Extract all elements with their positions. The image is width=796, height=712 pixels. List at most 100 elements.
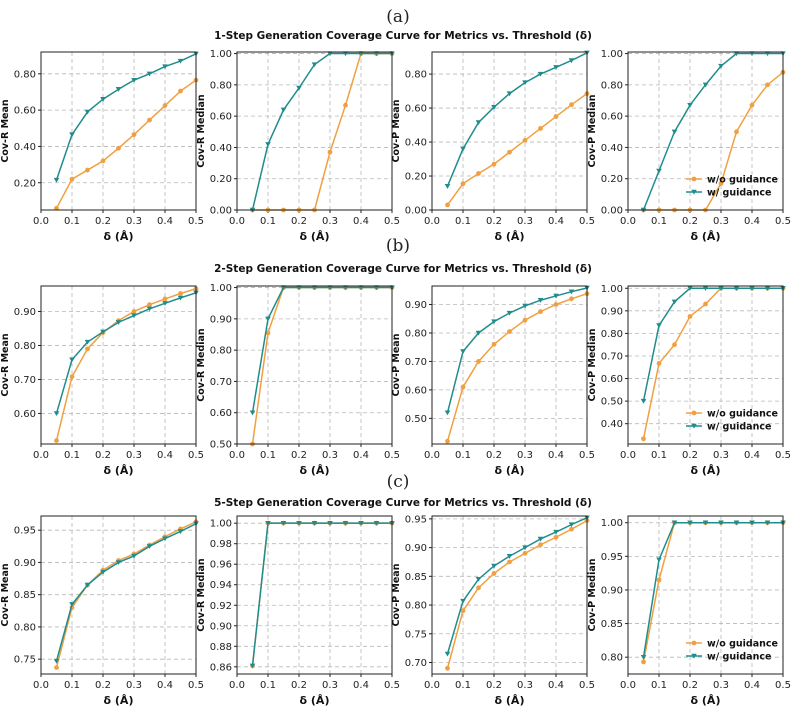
plot-frame — [40, 515, 197, 675]
y-tick-label: 0.90 — [210, 314, 232, 325]
data-point-with-guidance — [656, 168, 662, 174]
y-tick-label: 0.50 — [210, 440, 232, 451]
subplot-3-1: 0.75 0.80 0.85 0.90 0.95 0.0 0.1 0.2 0.3 0.4 0.5 δ … — [0, 515, 204, 707]
x-tick-label: 0.0 — [33, 216, 49, 227]
x-tick-label: 0.5 — [384, 216, 400, 227]
y-tick-label: 0.60 — [210, 112, 232, 123]
data-point-with-guidance — [280, 520, 287, 526]
data-point-with-guidance — [733, 51, 740, 57]
y-tick-label: 0.00 — [405, 206, 427, 217]
x-tick-label: 0.5 — [775, 216, 791, 227]
y-tick-label: 0.75 — [405, 629, 427, 640]
data-point-with-guidance — [327, 520, 333, 526]
data-point-with-guidance — [84, 109, 91, 115]
data-point-with-guidance — [687, 286, 693, 291]
y-tick-label: 0.85 — [14, 590, 36, 601]
x-tick-label: 0.3 — [713, 680, 729, 691]
y-tick-label: 0.90 — [601, 306, 623, 317]
x-tick-label: 0.5 — [384, 450, 400, 461]
plot-frame — [236, 51, 393, 211]
x-tick-label: 0.1 — [64, 216, 80, 227]
data-point-with-guidance — [764, 520, 771, 526]
y-tick-label: 0.50 — [601, 397, 623, 408]
legend-marker — [691, 176, 697, 182]
x-tick-label: 0.1 — [651, 216, 667, 227]
data-point-with-guidance — [342, 285, 349, 291]
x-tick-label: 0.2 — [95, 450, 111, 461]
data-point-without-guidance — [178, 291, 183, 296]
data-point-with-guidance — [444, 184, 451, 189]
data-point-without-guidance — [538, 309, 543, 315]
data-point-with-guidance — [131, 553, 137, 559]
x-tick-label: 0.2 — [95, 680, 111, 691]
data-point-with-guidance — [265, 142, 271, 147]
y-axis-label: Cov-P Mean — [391, 333, 402, 396]
data-point-without-guidance — [131, 309, 137, 314]
data-point-with-guidance — [115, 560, 122, 566]
y-axis-label: Cov-R Median — [196, 94, 207, 168]
plot-frame — [627, 285, 784, 445]
data-point-without-guidance — [491, 341, 497, 347]
data-point-with-guidance — [733, 520, 740, 526]
data-point-without-guidance — [538, 542, 543, 548]
legend-label: w/ guidance — [707, 652, 771, 663]
x-tick-label: 0.3 — [517, 680, 533, 691]
x-tick-label: 0.5 — [579, 450, 595, 461]
y-tick-label: 0.90 — [14, 307, 36, 318]
x-tick-label: 0.4 — [157, 680, 173, 691]
y-tick-label: 0.80 — [405, 601, 427, 612]
data-point-with-guidance — [373, 520, 380, 526]
data-point-with-guidance — [553, 65, 559, 70]
data-point-without-guidance — [445, 438, 450, 444]
data-point-with-guidance — [718, 286, 724, 291]
y-axis-label: Cov-P Median — [587, 94, 598, 167]
data-point-with-guidance — [444, 410, 451, 416]
y-tick-label: 0.60 — [405, 104, 427, 115]
charts-group: 0.20 0.40 0.60 0.80 0.0 0.1 0.2 0.3 0.4 0.5 δ (Å) C… — [0, 49, 791, 707]
data-point-with-guidance — [342, 51, 349, 57]
x-axis-label: δ (Å) — [691, 694, 721, 707]
data-point-with-guidance — [491, 105, 497, 110]
data-point-without-guidance — [703, 301, 708, 307]
x-tick-label: 0.1 — [64, 680, 80, 691]
data-point-without-guidance — [718, 181, 724, 186]
data-point-with-guidance — [115, 320, 122, 325]
legend-label: w/o guidance — [707, 409, 778, 420]
data-point-with-guidance — [506, 310, 513, 316]
data-point-with-guidance — [296, 85, 302, 91]
subplot-2-4: 0.40 0.50 0.60 0.70 0.80 0.90 1.00 0.0 0.1 0.2 0.3… — [587, 284, 791, 477]
plot-frame — [40, 51, 197, 211]
y-tick-label: 1.00 — [601, 284, 623, 295]
x-tick-label: 0.1 — [260, 680, 276, 691]
x-tick-label: 0.3 — [126, 216, 142, 227]
y-tick-label: 0.60 — [210, 408, 232, 419]
data-point-with-guidance — [671, 299, 678, 305]
data-point-with-guidance — [84, 582, 91, 588]
data-point-without-guidance — [54, 205, 59, 211]
plot-frame — [236, 515, 393, 675]
x-tick-label: 0.2 — [291, 680, 307, 691]
x-tick-label: 0.5 — [188, 450, 204, 461]
x-tick-label: 0.2 — [682, 450, 698, 461]
data-point-without-guidance — [460, 608, 466, 614]
x-axis-label: δ (Å) — [300, 230, 330, 243]
y-axis-label: Cov-R Mean — [0, 99, 11, 163]
x-tick-label: 0.2 — [486, 216, 502, 227]
data-point-with-guidance — [702, 286, 709, 291]
y-tick-label: 0.70 — [210, 377, 232, 388]
x-tick-label: 0.0 — [33, 680, 49, 691]
plot-frame — [40, 285, 197, 445]
subplot-1-1: 0.20 0.40 0.60 0.80 0.0 0.1 0.2 0.3 0.4 0.5 δ (Å) C… — [0, 51, 204, 243]
data-point-without-guidance — [522, 137, 528, 143]
data-point-without-guidance — [656, 361, 662, 366]
data-point-with-guidance — [162, 64, 168, 70]
legend-label: w/ guidance — [707, 188, 771, 199]
x-tick-label: 0.4 — [744, 216, 760, 227]
row-a-title: 1-Step Generation Coverage Curve for Met… — [214, 30, 592, 42]
data-point-with-guidance — [162, 301, 168, 306]
x-tick-label: 0.0 — [229, 680, 245, 691]
x-tick-label: 0.4 — [353, 680, 369, 691]
y-tick-label: 0.90 — [14, 558, 36, 569]
x-tick-label: 0.3 — [126, 680, 142, 691]
y-tick-label: 0.70 — [405, 658, 427, 669]
